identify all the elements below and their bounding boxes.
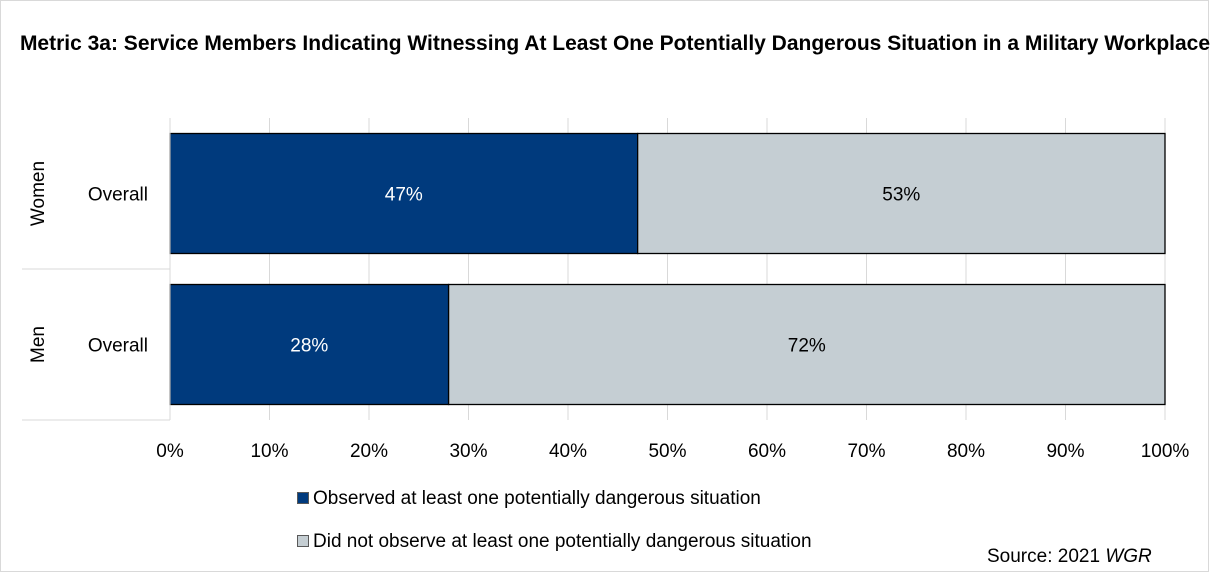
source-emphasis: WGR: [1105, 546, 1152, 567]
group-label: Men: [28, 326, 49, 363]
x-tick-label: 50%: [648, 441, 686, 462]
legend-label-observed: Observed at least one potentially danger…: [313, 488, 761, 509]
category-label: Overall: [88, 336, 148, 357]
bar-segment: [169, 283, 450, 406]
x-tick-label: 90%: [1046, 441, 1084, 462]
group-label: Women: [28, 161, 49, 226]
legend-swatch-not-observed: [297, 535, 309, 547]
x-tick-label: 0%: [156, 441, 184, 462]
x-tick-label: 40%: [549, 441, 587, 462]
bars: [169, 132, 1166, 406]
x-tick-label: 100%: [1141, 441, 1190, 462]
legend-swatch-observed: [297, 492, 309, 504]
data-label: 53%: [882, 185, 920, 206]
x-tick-label: 70%: [847, 441, 885, 462]
bar-segment: [169, 132, 639, 255]
labels: 0% 10% 20% 30% 40% 50% 60% 70% 80% 90% 100% 47% 53% O…: [28, 161, 1189, 462]
source-prefix: Source: 2021: [987, 546, 1106, 567]
data-label: 47%: [385, 185, 423, 206]
axes: [22, 118, 171, 421]
chart-title: Metric 3a: Service Members Indicating Wi…: [19, 32, 1211, 55]
x-tick-label: 60%: [748, 441, 786, 462]
data-label: 72%: [788, 336, 826, 357]
x-tick-label: 30%: [449, 441, 487, 462]
legend-label-not-observed: Did not observe at least one potentially…: [313, 531, 812, 552]
data-label: 28%: [290, 336, 328, 357]
source-note: Source: 2021 WGR: [987, 546, 1152, 568]
legend-item-observed: Observed at least one potentially danger…: [297, 488, 761, 510]
legend-item-not-observed: Did not observe at least one potentially…: [297, 531, 812, 553]
category-label: Overall: [88, 185, 148, 206]
x-tick-label: 10%: [250, 441, 288, 462]
x-tick-label: 20%: [350, 441, 388, 462]
x-tick-label: 80%: [947, 441, 985, 462]
bar-segment: [637, 132, 1166, 255]
bar-segment: [447, 283, 1166, 406]
